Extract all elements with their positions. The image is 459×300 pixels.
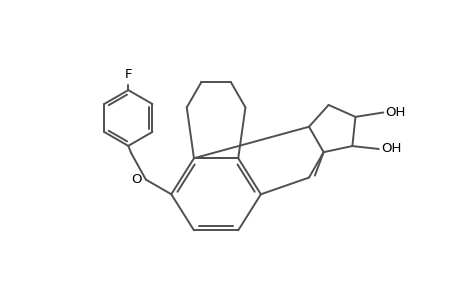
Text: F: F [124, 68, 132, 81]
Text: O: O [131, 173, 141, 186]
Text: OH: OH [380, 142, 400, 155]
Text: OH: OH [385, 106, 405, 119]
